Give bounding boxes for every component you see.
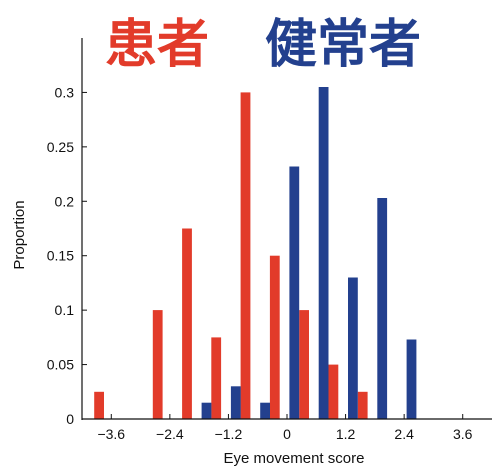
y-tick-label: 0.1 (55, 302, 75, 318)
x-tick-label: −1.2 (215, 426, 243, 442)
bar-patients-9 (357, 391, 368, 419)
bar-patients-0 (94, 391, 104, 419)
x-tick-label: 3.6 (453, 426, 473, 442)
y-tick-label: 0.3 (55, 84, 75, 100)
x-tick-label: −3.6 (97, 426, 125, 442)
bar-healthy-6 (377, 198, 388, 419)
x-tick-label: 2.4 (394, 426, 414, 442)
y-tick-label: 0.2 (55, 193, 75, 209)
x-axis-title: Eye movement score (224, 450, 365, 467)
bar-patients-4 (211, 337, 222, 419)
bar-healthy-2 (260, 402, 270, 419)
bar-patients-2 (152, 310, 163, 419)
bar-healthy-0 (201, 402, 212, 419)
axes-group (81, 38, 492, 420)
bars-group (94, 87, 417, 420)
bar-patients-3 (182, 228, 192, 419)
bar-patients-6 (269, 255, 280, 419)
y-tick-label: 0.25 (47, 139, 74, 155)
bar-patients-8 (328, 364, 339, 419)
legend-patients: 患者 (105, 15, 209, 75)
x-tick-label: 0 (283, 426, 291, 442)
bar-healthy-4 (318, 87, 329, 419)
bar-healthy-7 (406, 339, 417, 419)
x-tick-label: −2.4 (156, 426, 184, 442)
legend-healthy: 健常者 (265, 15, 421, 75)
y-tick-label: 0 (66, 411, 74, 427)
y-axis-title: Proportion (11, 200, 28, 269)
bar-patients-7 (299, 310, 309, 419)
bar-patients-5 (240, 92, 251, 420)
bar-healthy-5 (348, 277, 358, 419)
y-tick-label: 0.05 (47, 357, 74, 373)
y-tick-label: 0.15 (47, 248, 74, 264)
x-tick-label: 1.2 (336, 426, 356, 442)
bar-healthy-3 (289, 166, 300, 419)
ticks-group: 0 0.05 0.1 0.15 0.2 0.25 0.3 −3.6 −2.4 −1.2 0 1.2 2.… (47, 84, 473, 442)
bar-healthy-1 (230, 386, 241, 419)
